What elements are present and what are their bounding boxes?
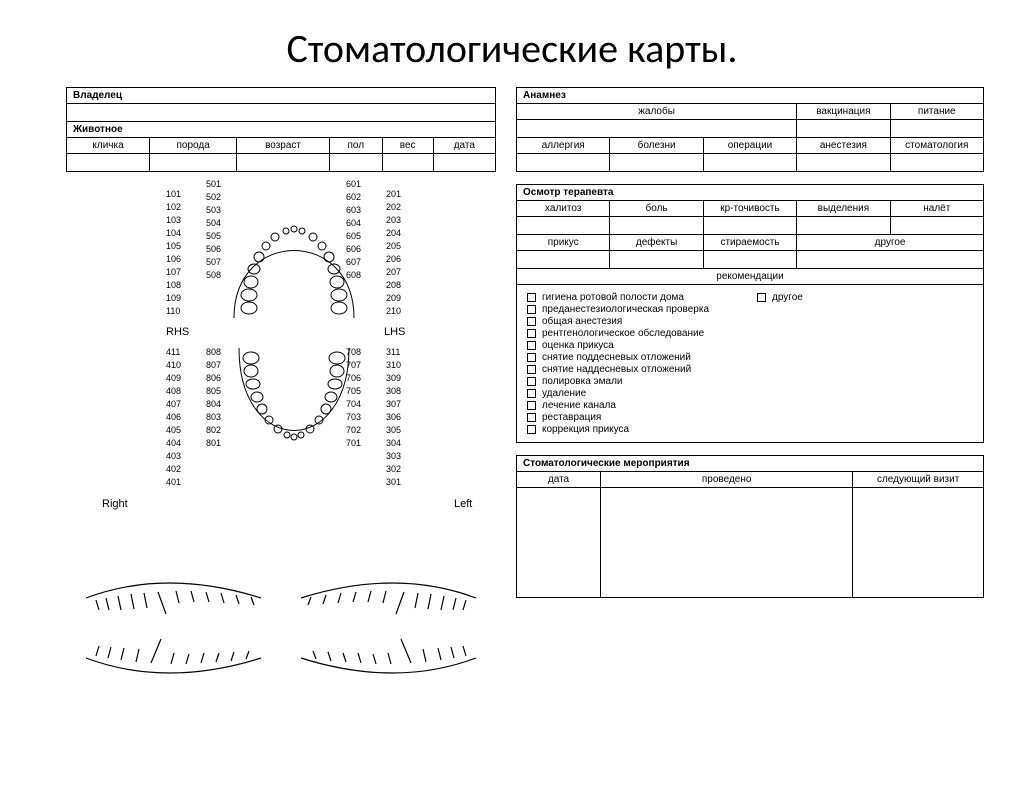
procedures-label: Стоматологические мероприятия bbox=[517, 456, 984, 472]
jaw-sketch bbox=[66, 558, 496, 708]
rec-other: другое bbox=[772, 292, 803, 303]
checkbox-icon[interactable] bbox=[527, 365, 536, 374]
complaints: жалобы bbox=[517, 104, 797, 120]
history-table: Анамнез жалобы вакцинация питание аллерг… bbox=[516, 87, 984, 172]
history-label: Анамнез bbox=[517, 88, 984, 104]
col-breed: порода bbox=[150, 138, 237, 154]
animal-label: Животное bbox=[67, 122, 496, 138]
rec-item: гигиена ротовой полости дома bbox=[542, 292, 684, 303]
checkbox-icon[interactable] bbox=[527, 329, 536, 338]
rec-item: снятие поддесневых отложений bbox=[542, 352, 691, 363]
outer-right-upper: 201202203204205206207208209210 bbox=[386, 188, 401, 318]
pain: боль bbox=[610, 201, 703, 217]
outer-right-lower: 311310309308307306305304303302301 bbox=[386, 346, 401, 489]
checkbox-icon[interactable] bbox=[757, 293, 766, 302]
owner-animal-table: Владелец Животное кличка порода возраст … bbox=[66, 87, 496, 172]
checkbox-icon[interactable] bbox=[527, 389, 536, 398]
operations: операции bbox=[703, 138, 796, 154]
col-sex: пол bbox=[329, 138, 382, 154]
col-age: возраст bbox=[237, 138, 330, 154]
procedures-table: Стоматологические мероприятия дата прове… bbox=[516, 455, 984, 598]
anesthesia: анестезия bbox=[797, 138, 890, 154]
discharge: выделения bbox=[797, 201, 890, 217]
rhs-label: RHS bbox=[166, 326, 189, 338]
allergy: аллергия bbox=[517, 138, 610, 154]
checkbox-icon[interactable] bbox=[527, 341, 536, 350]
recommendations-list: гигиена ротовой полости дома преданестез… bbox=[516, 285, 984, 443]
rec-item: оценка прикуса bbox=[542, 340, 614, 351]
rec-item: удаление bbox=[542, 388, 586, 399]
checkbox-icon[interactable] bbox=[527, 353, 536, 362]
rec-item: реставрация bbox=[542, 412, 601, 423]
col-date: дата bbox=[517, 472, 601, 488]
inner-left-lower: 808807806805804803802801 bbox=[206, 346, 221, 450]
left-label: Left bbox=[454, 498, 472, 510]
inner-left-upper: 501502503504505506507508 bbox=[206, 178, 221, 282]
checkbox-icon[interactable] bbox=[527, 377, 536, 386]
rec-item: снятие наддесневых отложений bbox=[542, 364, 691, 375]
lhs-label: LHS bbox=[384, 326, 405, 338]
col-next-visit: следующий визит bbox=[853, 472, 984, 488]
recommendations-label: рекомендации bbox=[516, 269, 984, 285]
diseases: болезни bbox=[610, 138, 703, 154]
checkbox-icon[interactable] bbox=[527, 305, 536, 314]
col-done: проведено bbox=[601, 472, 853, 488]
exam-table: Осмотр терапевта халитоз боль кр-точивос… bbox=[516, 184, 984, 269]
halitosis: халитоз bbox=[517, 201, 610, 217]
owner-label: Владелец bbox=[67, 88, 496, 104]
animal-header-row: кличка порода возраст пол вес дата bbox=[67, 138, 496, 154]
wear: стираемость bbox=[703, 235, 796, 251]
col-weight: вес bbox=[382, 138, 433, 154]
col-nickname: кличка bbox=[67, 138, 150, 154]
vaccination: вакцинация bbox=[797, 104, 890, 120]
tooth-number-chart: 101102103104105106107108109110 501502503… bbox=[66, 178, 496, 558]
bleeding: кр-точивость bbox=[703, 201, 796, 217]
owner-value bbox=[67, 104, 496, 122]
dentistry: стоматология bbox=[890, 138, 983, 154]
other-exam: другое bbox=[797, 235, 984, 251]
rec-item: общая анестезия bbox=[542, 316, 622, 327]
checkbox-icon[interactable] bbox=[527, 317, 536, 326]
rec-item: полировка эмали bbox=[542, 376, 623, 387]
rec-item: рентгенологическое обследование bbox=[542, 328, 704, 339]
exam-label: Осмотр терапевта bbox=[517, 185, 984, 201]
outer-left-lower: 411410409408407406405404403402401 bbox=[166, 346, 181, 489]
jaw-profile-icon bbox=[66, 558, 496, 708]
defects: дефекты bbox=[610, 235, 703, 251]
rec-item: лечение канала bbox=[542, 400, 616, 411]
checkbox-icon[interactable] bbox=[527, 401, 536, 410]
tooth-arch-icon bbox=[224, 178, 364, 498]
bite: прикус bbox=[517, 235, 610, 251]
nutrition: питание bbox=[890, 104, 983, 120]
col-date: дата bbox=[433, 138, 495, 154]
animal-value-row bbox=[67, 154, 496, 172]
rec-item: преданестезиологическая проверка bbox=[542, 304, 709, 315]
checkbox-icon[interactable] bbox=[527, 293, 536, 302]
right-label: Right bbox=[102, 498, 128, 510]
rec-item: коррекция прикуса bbox=[542, 424, 629, 435]
checkbox-icon[interactable] bbox=[527, 413, 536, 422]
checkbox-icon[interactable] bbox=[527, 425, 536, 434]
page-title: Стоматологические карты. bbox=[0, 24, 1024, 73]
outer-left-upper: 101102103104105106107108109110 bbox=[166, 188, 181, 318]
plaque: налёт bbox=[890, 201, 983, 217]
